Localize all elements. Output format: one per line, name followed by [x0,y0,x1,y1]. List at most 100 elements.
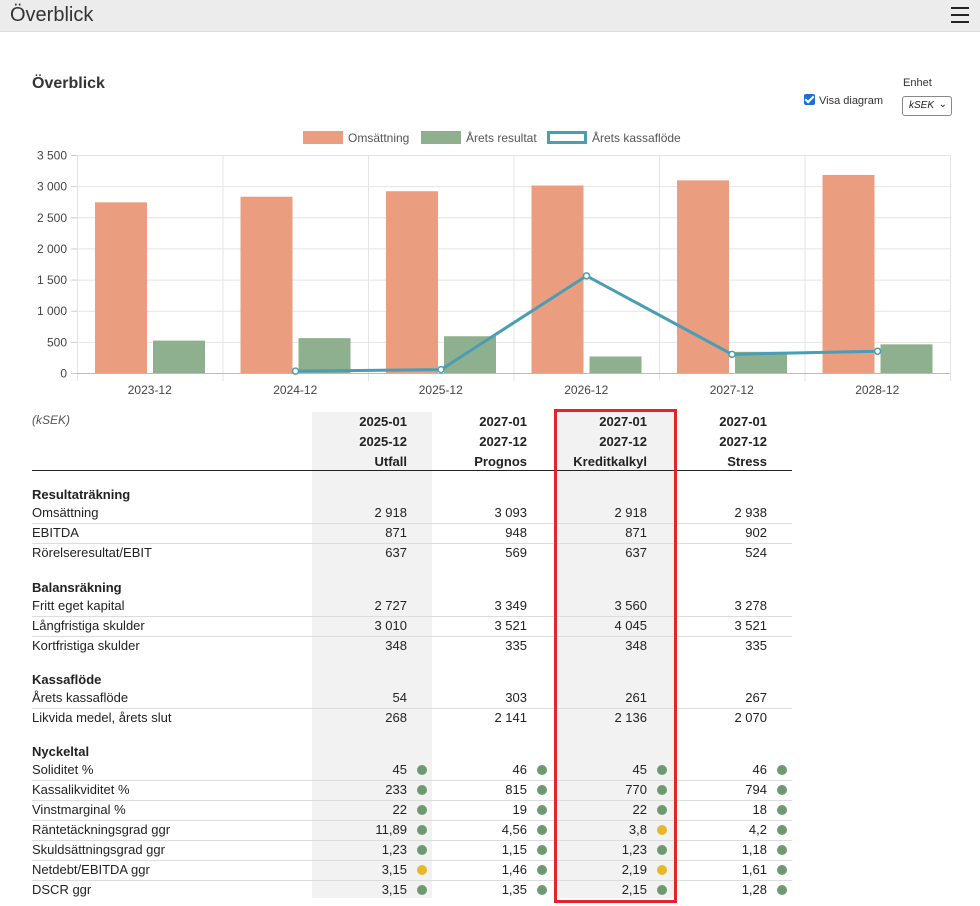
table-cell: 2 727 [374,598,407,613]
status-dot-icon [417,825,427,835]
overview-chart: 0 500 1 000 1 500 2 000 2 500 3 000 3 500 2023-1… [37,149,951,397]
legend-item-cashflow[interactable]: Årets kassaflöde [547,131,681,145]
column-header-l2: 2027-12 [479,434,527,449]
x-tick-label: 2026-12 [564,383,608,397]
table-cell: 902 [745,525,767,540]
status-dot-icon [537,765,547,775]
table-cell: 3,8 [628,822,647,837]
status-dot-icon [417,805,427,815]
row-label: Rörelseresultat/EBIT [32,545,152,560]
status-dot-icon [657,785,667,795]
legend-item-result[interactable]: Årets resultat [421,131,537,145]
table-cell: 4,56 [501,822,527,837]
row-label: Kassalikviditet % [32,782,130,797]
table-cell: 2,15 [621,882,647,897]
table-row: Skuldsättningsgrad ggr 1,23 1,15 1,23 1,18 [32,840,792,861]
table-cell: 2 918 [614,505,647,520]
bar-result [444,336,496,373]
status-dot-icon [417,845,427,855]
table-cell: 335 [505,638,527,653]
table-row: Fritt eget kapital 2 727 3 349 3 560 3 278 [32,596,792,617]
y-tick-label: 1 000 [37,304,67,318]
row-label: Årets kassaflöde [32,690,129,705]
bar-result [735,351,787,373]
column-highlight-credit [555,412,675,898]
table-cell: 3,15 [381,882,407,897]
legend-swatch [303,131,343,144]
bar-result [298,338,351,373]
table-cell: 18 [752,802,767,817]
unit-label: Enhet [903,77,932,89]
row-label: Netdebt/EBITDA ggr [32,862,150,877]
legend-item-revenue[interactable]: Omsättning [303,131,409,145]
table-cell: 45 [392,762,407,777]
row-label: EBITDA [32,525,79,540]
table-cell: 1,61 [741,862,767,877]
table-cell: 948 [505,525,527,540]
column-header-l1: 2027-01 [479,414,527,429]
show-chart-toggle[interactable]: Visa diagram [804,94,883,107]
table-cell: 815 [505,782,527,797]
app-title: Överblick [10,4,94,26]
table-cell: 2 918 [374,505,407,520]
highlight-frame [554,409,677,903]
table-cell: 22 [632,802,647,817]
column-header-l2: 2027-12 [719,434,767,449]
table-cell: 524 [745,545,767,560]
bar-result [589,356,642,373]
y-tick-label: 500 [47,335,67,349]
bar-revenue [386,191,438,373]
unit-select[interactable]: kSEK ⌄ [902,96,952,116]
table-cell: 2 141 [494,710,527,725]
table-row: Långfristiga skulder 3 010 3 521 4 045 3 521 [32,616,792,637]
table-cell: 2 136 [614,710,647,725]
cashflow-point [582,272,591,280]
x-tick-label: 2027-12 [710,383,754,397]
table-cell: 1,46 [501,862,527,877]
unit-note: (kSEK) [32,413,71,427]
table-cell: 770 [625,782,647,797]
cashflow-point [728,350,736,359]
column-header-l2: 2025-12 [359,434,407,449]
x-tick-label: 2024-12 [273,383,317,397]
status-dot-icon [657,865,667,875]
table-row: Rörelseresultat/EBIT 637 569 637 524 [32,543,792,563]
menu-icon[interactable] [951,7,969,23]
status-dot-icon [657,805,667,815]
table-row: DSCR ggr 3,15 1,35 2,15 1,28 [32,880,792,900]
group-title: Nyckeltal [32,744,90,759]
table-cell: 267 [745,690,767,705]
status-dot-icon [777,785,787,795]
status-dot-icon [537,885,547,895]
bar-revenue [240,196,293,373]
table-cell: 1,18 [741,842,767,857]
row-label: Kortfristiga skulder [32,638,140,653]
checkbox-checked-icon[interactable] [804,94,815,105]
legend-swatch [421,131,461,144]
table-cell: 569 [505,545,527,560]
table-cell: 637 [625,545,647,560]
row-label: DSCR ggr [32,882,92,897]
y-tick-label: 2 000 [37,242,67,256]
bar-result [880,344,933,373]
table-cell: 54 [392,690,407,705]
table-row: Vinstmarginal % 22 19 22 18 [32,800,792,821]
table-cell: 3 560 [614,598,647,613]
status-dot-icon [657,845,667,855]
table-cell: 637 [385,545,407,560]
status-dot-icon [537,805,547,815]
unit-select-value: kSEK [909,100,935,111]
table-cell: 3 278 [734,598,767,613]
table-cell: 233 [385,782,407,797]
column-header-l3: Utfall [374,454,408,469]
column-header-l2: 2027-12 [599,434,647,449]
bar-revenue [677,180,729,373]
legend-label: Årets resultat [466,131,537,145]
column-header-l1: 2025-01 [359,414,407,429]
table-cell: 871 [625,525,647,540]
table-cell: 1,15 [501,842,527,857]
table-cell: 2 070 [734,710,767,725]
table-row: Omsättning 2 918 3 093 2 918 2 938 [32,503,792,524]
table-cell: 4 045 [614,618,647,633]
y-tick-label: 3 000 [37,180,67,194]
